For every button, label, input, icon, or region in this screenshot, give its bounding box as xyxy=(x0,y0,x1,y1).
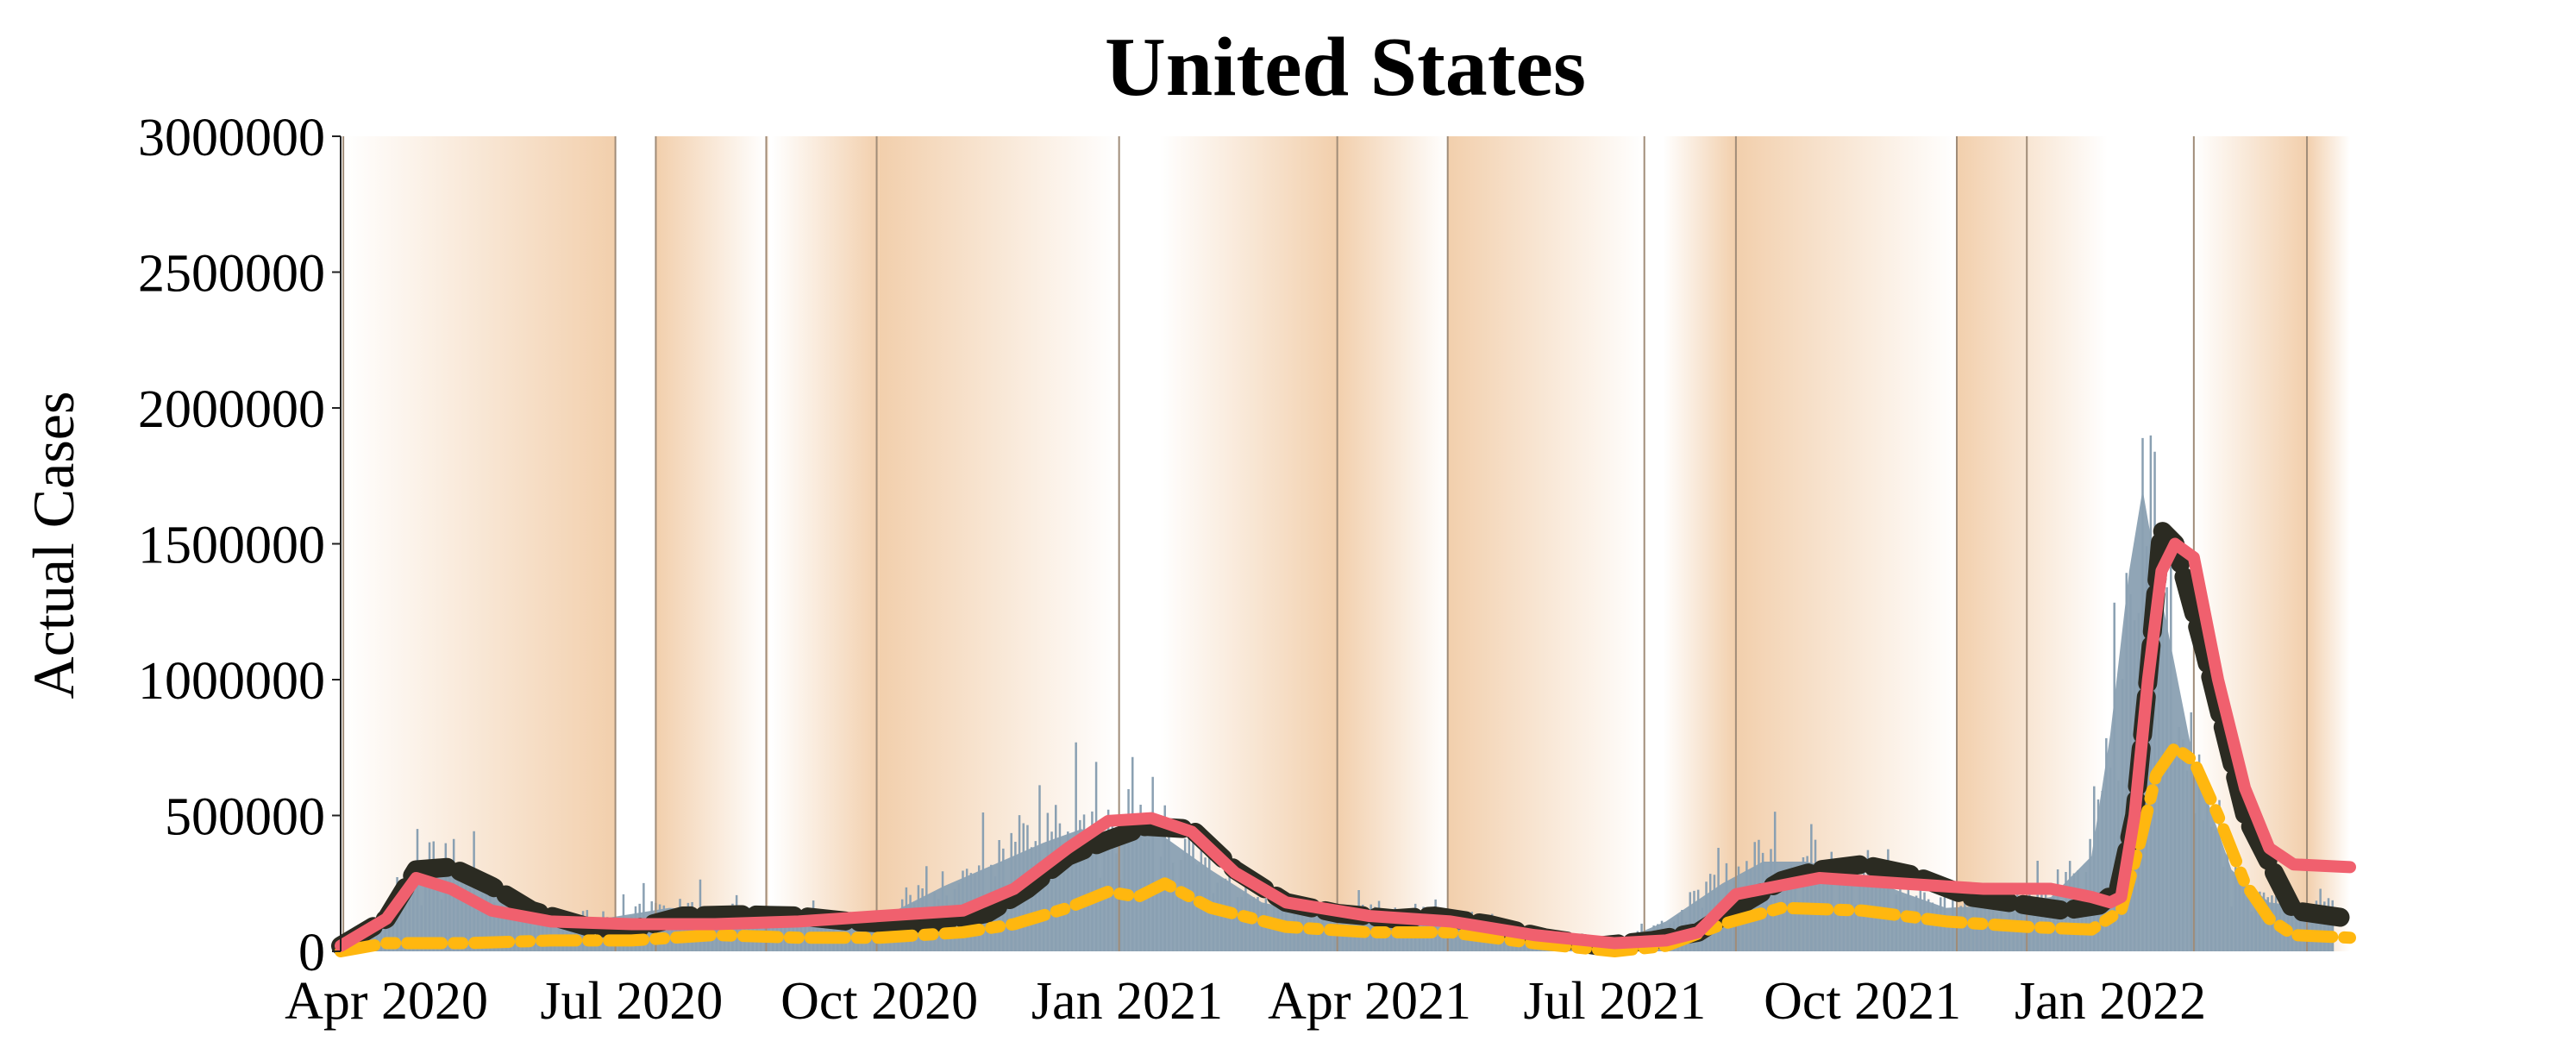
x-tick-label: Oct 2021 xyxy=(1764,972,1961,1031)
y-tick-label: 2500000 xyxy=(138,245,325,304)
y-tick-label: 1500000 xyxy=(138,517,325,575)
x-axis-ticks: Apr 2020 Jul 2020 Oct 2020 Jan 2021 Apr 2021… xyxy=(285,972,2206,1031)
background-band xyxy=(1663,136,1736,951)
x-tick-label: Jul 2021 xyxy=(1523,972,1706,1031)
background-band xyxy=(343,136,616,951)
background-band xyxy=(1735,136,1957,951)
x-tick-label: Apr 2020 xyxy=(285,972,488,1031)
background-band xyxy=(879,136,1119,951)
background-band xyxy=(771,136,880,951)
background-band xyxy=(766,136,769,951)
daily-case-fill xyxy=(341,489,2335,951)
background-band xyxy=(1447,136,1645,951)
daily-case-area xyxy=(341,489,2335,951)
series-lines xyxy=(331,520,2360,957)
y-axis-ticks: 0 500000 1000000 1500000 2000000 2500000 30000… xyxy=(138,109,341,982)
x-tick-label: Jul 2020 xyxy=(540,972,723,1031)
model-fit-line xyxy=(335,537,2356,952)
background-band xyxy=(1956,136,2108,951)
y-tick-label: 3000000 xyxy=(138,109,325,167)
background-bands xyxy=(343,136,2350,951)
model-lower-line xyxy=(335,741,2356,957)
y-tick-label: 500000 xyxy=(165,788,325,847)
x-tick-label: Jan 2021 xyxy=(1031,972,1223,1031)
x-tick-label: Jan 2022 xyxy=(2015,972,2206,1031)
boundary-lines xyxy=(342,136,2309,951)
background-band xyxy=(1337,136,1448,951)
y-tick-label: 1000000 xyxy=(138,652,325,711)
x-tick-label: Oct 2020 xyxy=(780,972,978,1031)
background-band xyxy=(1159,136,1338,951)
background-band xyxy=(655,136,767,951)
y-tick-label: 2000000 xyxy=(138,380,325,439)
y-tick-label: 0 xyxy=(298,924,325,982)
background-band xyxy=(2307,136,2350,951)
x-tick-label: Apr 2021 xyxy=(1268,972,1471,1031)
chart-title: United States xyxy=(1105,21,1586,114)
y-axis-label: Actual Cases xyxy=(21,392,86,699)
